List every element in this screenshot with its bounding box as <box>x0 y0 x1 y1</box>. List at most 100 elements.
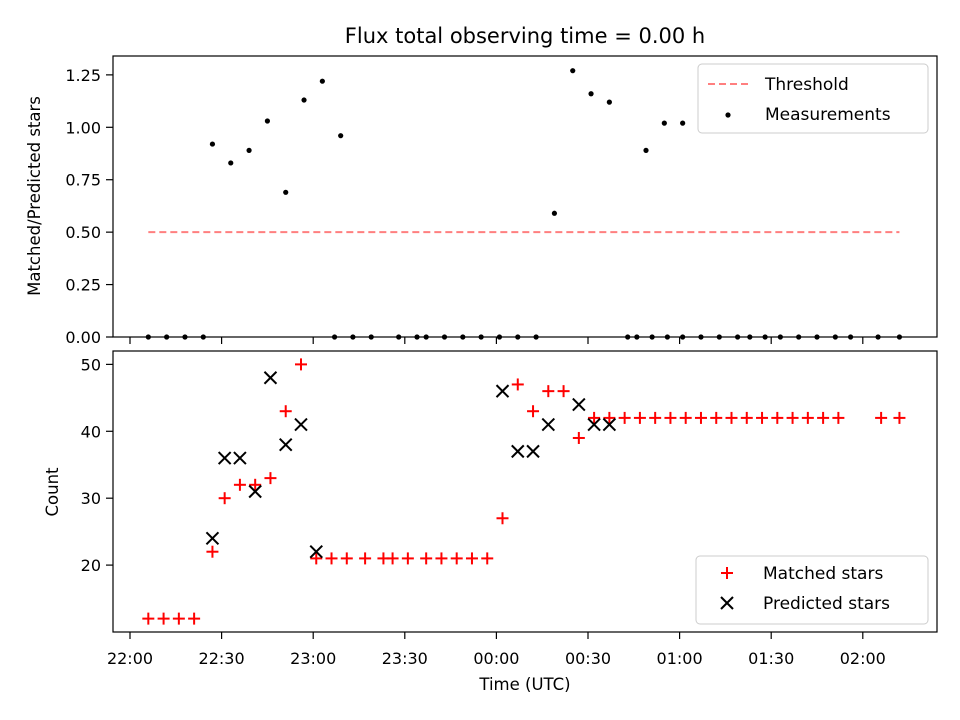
measurement-point <box>209 141 216 147</box>
x-tick-label: 22:00 <box>107 649 153 668</box>
matched-star-point <box>756 411 769 424</box>
measurement-point <box>228 160 234 166</box>
matched-star-point <box>206 545 219 558</box>
matched-star-point <box>618 411 631 424</box>
bottom-y-tick-label: 30 <box>81 489 101 508</box>
bottom-y-axis-label: Count <box>43 467 62 517</box>
matched-star-point <box>325 552 338 565</box>
bottom-x-axis: 22:00 22:30 23:00 23:30 00:00 00:30 01:00 01:30… <box>107 632 886 668</box>
matched-star-point <box>771 411 784 424</box>
matched-star-point <box>786 411 799 424</box>
predicted-star-point <box>587 417 601 432</box>
bottom-y-tick-label: 50 <box>81 355 101 374</box>
measurement-point <box>661 120 667 126</box>
matched-star-point <box>649 411 662 424</box>
matched-star-point <box>310 552 323 565</box>
bottom-legend: Matched stars Predicted stars <box>695 555 929 625</box>
matched-star-point <box>386 552 399 565</box>
matched-star-point <box>340 552 353 565</box>
top-y-tick-label: 1.00 <box>65 118 101 137</box>
predicted-star-point <box>495 384 510 398</box>
predicted-star-point <box>294 417 308 432</box>
matched-star-point <box>875 411 888 424</box>
measurement-point <box>301 97 307 103</box>
measurement-point <box>643 147 649 153</box>
matched-star-point <box>401 552 414 565</box>
top-axes-frame <box>112 55 938 338</box>
top-y-tick-label: 0.25 <box>65 276 101 295</box>
predicted-star-point <box>572 397 586 412</box>
bottom-y-tick-label: 40 <box>81 422 101 441</box>
matched-star-point <box>142 612 155 625</box>
matched-star-point <box>188 612 201 625</box>
matched-star-point <box>588 411 601 424</box>
matched-star-point <box>172 612 185 625</box>
predicted-star-point <box>205 531 220 546</box>
matched-star-point <box>496 512 509 525</box>
top-y-axis: 0.00 0.25 0.50 0.75 1.00 1.25 <box>65 66 113 347</box>
predicted-star-point <box>541 417 556 432</box>
bottom-panel: Count Time (UTC) 20 30 40 50 22:00 22:30 23:0… <box>43 350 938 694</box>
x-tick-label: 22:30 <box>199 649 245 668</box>
bottom-y-tick-label: 20 <box>81 556 101 575</box>
bottom-plot-area <box>142 358 906 625</box>
top-legend-box <box>697 63 929 134</box>
matched-star-point <box>801 411 814 424</box>
matched-star-point <box>710 411 723 424</box>
bottom-legend-box <box>695 555 929 625</box>
top-legend: Threshold Measurements <box>697 63 929 134</box>
top-y-tick-label: 0.00 <box>65 328 101 347</box>
bottom-y-axis: 20 30 40 50 <box>81 355 113 575</box>
legend-predicted-label: Predicted stars <box>763 594 890 614</box>
matched-star-point <box>725 411 738 424</box>
matched-star-point <box>249 478 262 491</box>
top-y-tick-label: 1.25 <box>65 66 101 85</box>
predicted-star-point <box>248 484 262 499</box>
measurement-point <box>551 210 558 216</box>
matched-star-point <box>572 431 585 444</box>
top-y-tick-label: 0.50 <box>65 223 101 242</box>
predicted-star-point <box>526 444 540 459</box>
measurement-point <box>264 118 270 124</box>
matched-star-point <box>664 411 677 424</box>
chart-title: Flux total observing time = 0.00 h <box>345 24 705 48</box>
matched-star-point <box>511 378 524 391</box>
x-tick-label: 00:00 <box>473 649 519 668</box>
matched-star-point <box>481 552 494 565</box>
top-y-tick-label: 0.75 <box>65 171 101 190</box>
matched-star-point <box>633 411 646 424</box>
measurement-point <box>588 91 594 97</box>
x-tick-label: 01:30 <box>748 649 794 668</box>
matched-star-point <box>603 411 616 424</box>
matched-star-point <box>279 405 292 418</box>
matched-star-point <box>359 552 372 565</box>
matched-star-point <box>832 411 845 424</box>
matched-star-point <box>450 552 463 565</box>
matched-star-point <box>218 492 231 505</box>
x-tick-label: 02:00 <box>840 649 886 668</box>
matched-star-point <box>264 472 277 485</box>
top-plot-area <box>145 68 903 340</box>
top-x-axis <box>129 337 864 344</box>
measurement-point <box>246 147 252 153</box>
legend-threshold-label: Threshold <box>764 75 849 95</box>
x-axis-label: Time (UTC) <box>478 675 570 694</box>
matched-star-point <box>435 552 448 565</box>
matched-star-point <box>233 478 246 491</box>
measurement-point <box>680 120 686 126</box>
matched-star-point <box>740 411 753 424</box>
matched-star-point <box>694 411 707 424</box>
measurement-point <box>338 133 344 139</box>
x-tick-label: 23:30 <box>382 649 428 668</box>
measurement-point <box>319 78 325 84</box>
predicted-star-point <box>217 451 232 465</box>
legend-matched-swatch <box>721 567 733 579</box>
x-tick-label: 01:00 <box>657 649 703 668</box>
predicted-star-point <box>511 444 525 459</box>
measurement-point <box>283 189 289 195</box>
predicted-star-point <box>279 437 293 452</box>
top-y-axis-label: Matched/Predicted stars <box>25 96 44 296</box>
predicted-star-point <box>263 371 278 385</box>
legend-measurements-label: Measurements <box>765 105 891 125</box>
x-tick-label: 00:30 <box>565 649 611 668</box>
